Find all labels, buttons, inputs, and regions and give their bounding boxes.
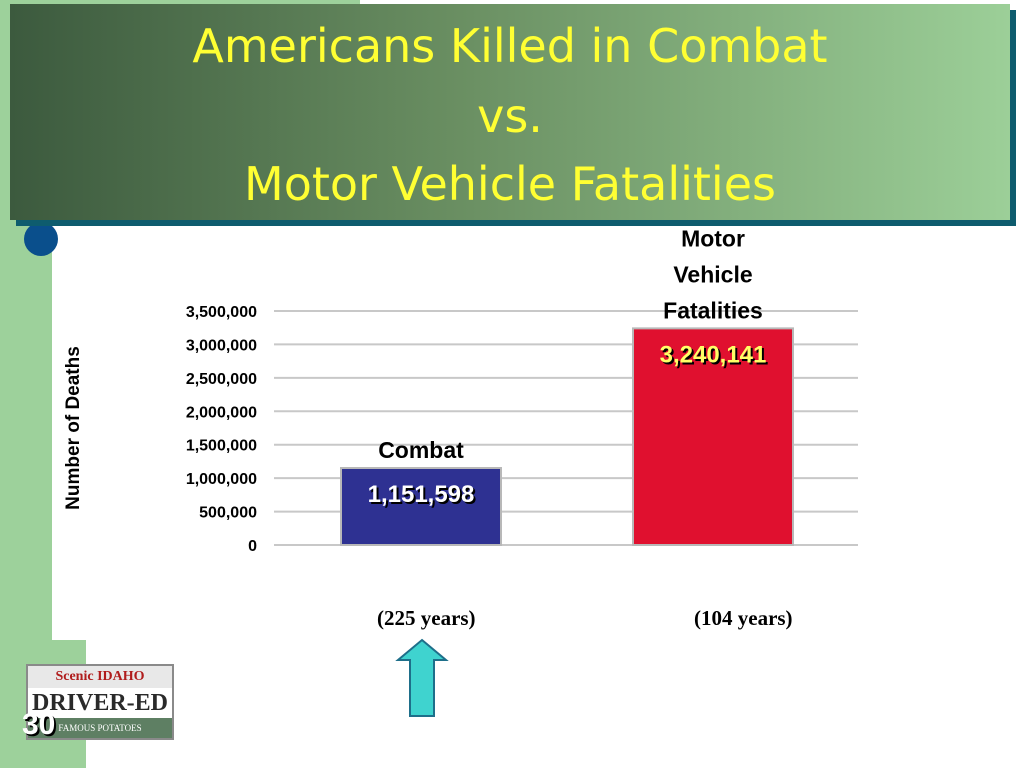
title-line-2: vs. — [477, 89, 543, 143]
title-line-3: Motor Vehicle Fatalities — [244, 157, 776, 211]
y-tick-label: 500,000 — [199, 505, 257, 522]
data-label-shadow: 3,240,141 — [662, 343, 769, 370]
data-label: 1,151,598 — [368, 481, 475, 508]
category-label: Vehicle — [673, 261, 752, 287]
category-label: Motor — [681, 225, 745, 251]
y-tick-label: 3,000,000 — [186, 337, 257, 354]
y-tick-label: 2,000,000 — [186, 404, 257, 421]
bar-motor-vehicle — [632, 327, 794, 547]
logo-main-text: DRIVER-ED — [31, 690, 168, 716]
duration-label-motor: (104 years) — [694, 606, 793, 630]
title-line-1: Americans Killed in Combat — [192, 19, 828, 73]
accent-dot — [24, 222, 58, 256]
logo-bottom-text: FAMOUS POTATOES — [28, 718, 172, 738]
driver-ed-logo: Scenic IDAHO DRIVER-ED FAMOUS POTATOES — [26, 664, 174, 740]
y-tick-label: 3,500,000 — [186, 304, 257, 321]
y-tick-label: 0 — [248, 538, 257, 555]
category-label: Combat — [378, 437, 464, 463]
logo-top-text: Scenic IDAHO — [28, 666, 172, 688]
data-label-shadow: 1,151,598 — [370, 483, 477, 510]
up-arrow-icon — [395, 638, 449, 717]
title-box — [10, 4, 1010, 220]
y-tick-label: 1,000,000 — [186, 471, 257, 488]
bar-combat — [340, 467, 502, 546]
y-tick-label: 1,500,000 — [186, 438, 257, 455]
slide-number: 30 — [22, 708, 56, 741]
duration-label-combat: (225 years) — [377, 606, 476, 630]
y-axis-label: Number of Deaths — [63, 346, 84, 510]
y-tick-label: 2,500,000 — [186, 371, 257, 388]
data-label: 3,240,141 — [660, 341, 767, 368]
category-label: Fatalities — [663, 297, 763, 323]
